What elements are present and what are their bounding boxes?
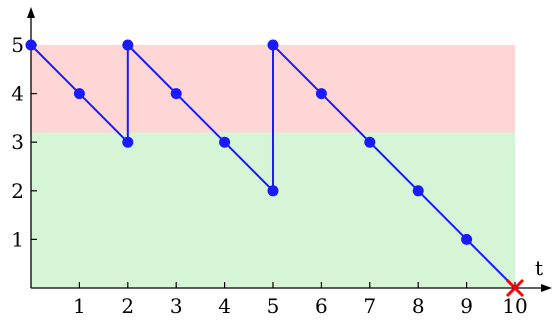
data-point: [170, 88, 182, 100]
end-cross-marker: [505, 278, 525, 298]
data-point: [461, 233, 473, 245]
x-tick-label: 5: [267, 294, 280, 318]
x-tick-label: 6: [315, 294, 328, 318]
y-tick-label: 2: [11, 179, 24, 203]
data-point: [364, 136, 376, 148]
y-tick-label: 1: [11, 227, 24, 251]
x-tick-label: 8: [412, 294, 425, 318]
x-ticks: 1 2 3 4 5 6 7 8 9 10: [73, 282, 528, 318]
x-axis-arrow: [541, 284, 552, 292]
data-point: [73, 88, 85, 100]
y-tick-label: 4: [11, 82, 24, 106]
x-tick-label: 1: [73, 294, 86, 318]
x-tick-label: 4: [218, 294, 231, 318]
data-point: [122, 136, 134, 148]
y-ticks: 1 2 3 4 5: [11, 33, 37, 251]
data-point: [315, 88, 327, 100]
axes: t: [27, 7, 552, 292]
series: [25, 39, 525, 298]
x-tick-label: 2: [121, 294, 134, 318]
x-tick-label: 7: [363, 294, 376, 318]
x-tick-label: 9: [460, 294, 473, 318]
y-tick-label: 3: [11, 130, 24, 154]
y-tick-label: 5: [11, 33, 24, 57]
data-point: [219, 136, 231, 148]
cross-stroke: [505, 278, 525, 298]
data-point: [267, 39, 279, 51]
data-point: [412, 185, 424, 197]
x-tick-label: 3: [170, 294, 183, 318]
data-point: [25, 39, 37, 51]
data-point: [122, 39, 134, 51]
data-point: [267, 185, 279, 197]
x-axis-label: t: [535, 256, 543, 280]
y-axis-arrow: [27, 7, 35, 18]
x-tick-label: 10: [502, 294, 527, 318]
